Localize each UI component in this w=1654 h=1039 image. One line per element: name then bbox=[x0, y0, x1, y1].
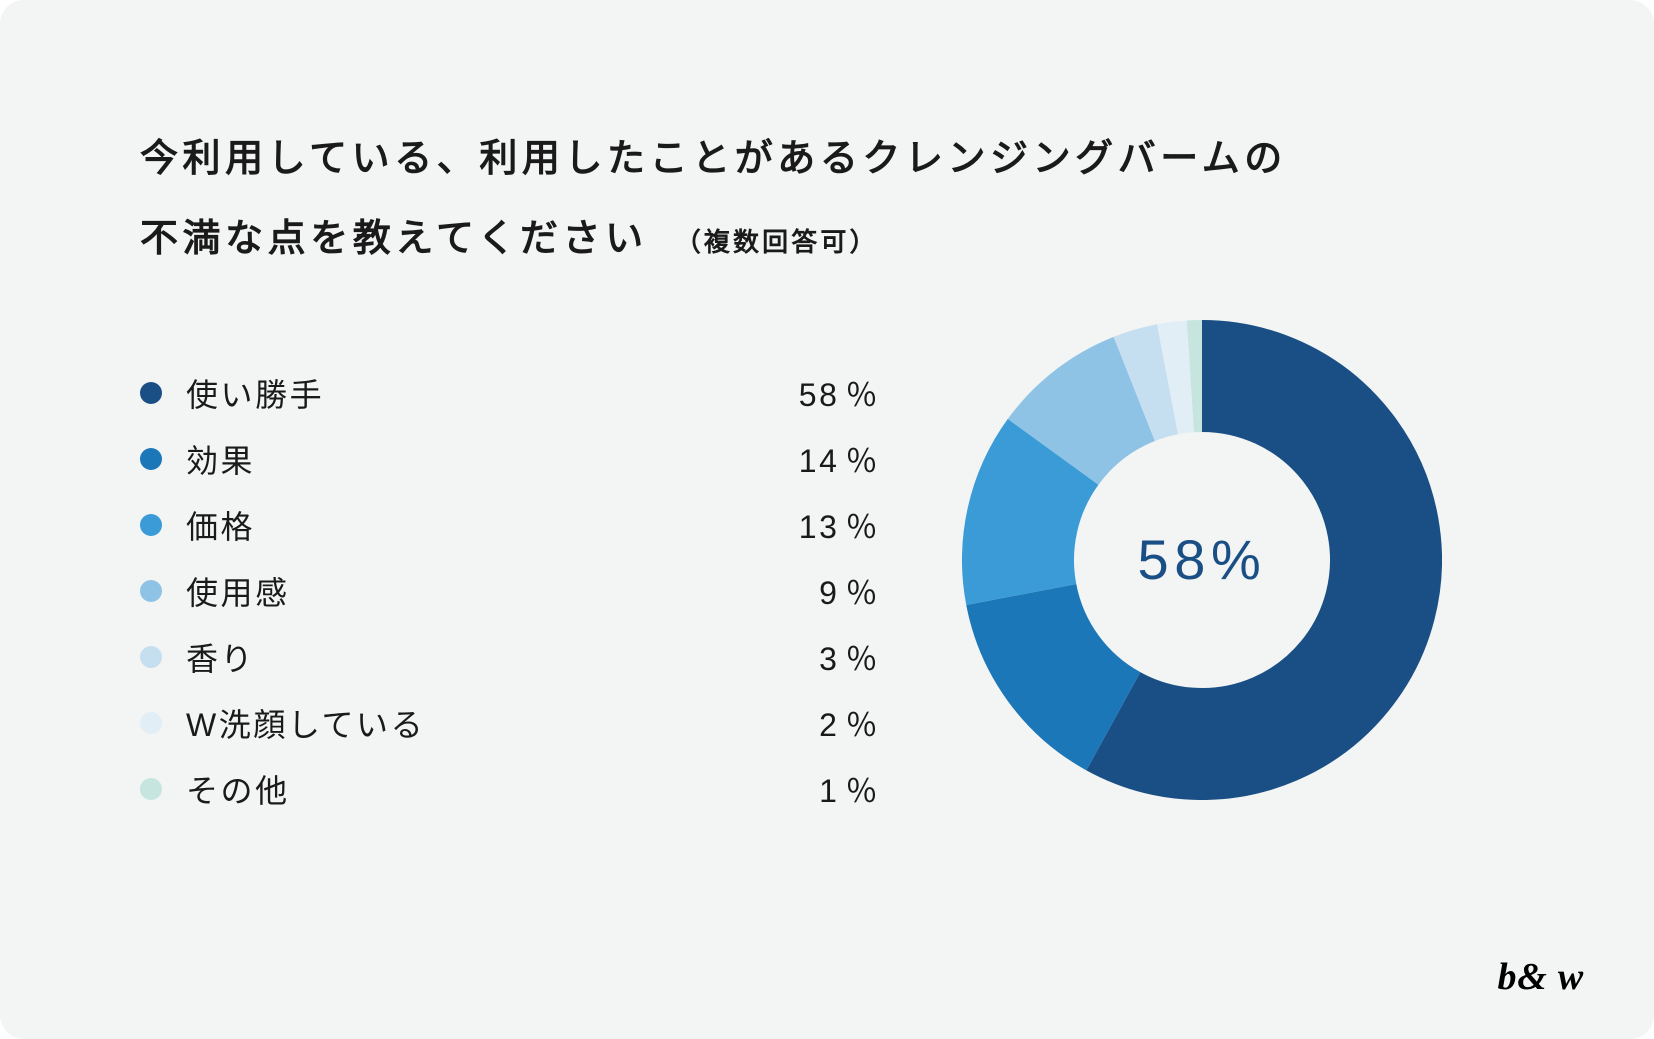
legend-row: 効果14％ bbox=[140, 426, 880, 492]
legend-color-dot bbox=[140, 778, 162, 800]
title-line-2-text: 不満な点を教えてください bbox=[140, 218, 648, 260]
legend-value: 58％ bbox=[783, 370, 880, 416]
legend-value: 3％ bbox=[783, 634, 880, 680]
donut-center-label: 58% bbox=[962, 320, 1442, 800]
legend-color-dot bbox=[140, 448, 162, 470]
title-line-1: 今利用している、利用したことがあるクレンジングバームの bbox=[140, 120, 1524, 200]
legend-label: 価格 bbox=[186, 502, 783, 548]
legend-row: 使用感9％ bbox=[140, 558, 880, 624]
legend-color-dot bbox=[140, 514, 162, 536]
legend-row: W洗顔している2％ bbox=[140, 690, 880, 756]
question-title: 今利用している、利用したことがあるクレンジングバームの 不満な点を教えてください… bbox=[140, 120, 1524, 280]
legend-label: 香り bbox=[186, 634, 783, 680]
legend-value: 9％ bbox=[783, 568, 880, 614]
brand-logo: b& w bbox=[1498, 955, 1584, 999]
legend-value: 13％ bbox=[783, 502, 880, 548]
legend-label: W洗顔している bbox=[186, 700, 783, 746]
legend-label: 効果 bbox=[186, 436, 783, 482]
title-note: （複数回答可） bbox=[675, 227, 879, 257]
infographic-card: 今利用している、利用したことがあるクレンジングバームの 不満な点を教えてください… bbox=[0, 0, 1654, 1039]
content-row: 使い勝手58％効果14％価格13％使用感9％香り3％W洗顔している2％その他1％… bbox=[140, 360, 1524, 822]
legend-value: 14％ bbox=[783, 436, 880, 482]
legend-label: その他 bbox=[186, 766, 783, 812]
legend-row: 使い勝手58％ bbox=[140, 360, 880, 426]
legend-color-dot bbox=[140, 382, 162, 404]
chart-area: 58% bbox=[880, 320, 1524, 800]
legend-label: 使い勝手 bbox=[186, 370, 783, 416]
legend-row: 香り3％ bbox=[140, 624, 880, 690]
legend-color-dot bbox=[140, 580, 162, 602]
legend-value: 2％ bbox=[783, 700, 880, 746]
legend-value: 1％ bbox=[783, 766, 880, 812]
legend-row: その他1％ bbox=[140, 756, 880, 822]
title-line-2: 不満な点を教えてください （複数回答可） bbox=[140, 200, 1524, 280]
legend-row: 価格13％ bbox=[140, 492, 880, 558]
legend: 使い勝手58％効果14％価格13％使用感9％香り3％W洗顔している2％その他1％ bbox=[140, 360, 880, 822]
legend-label: 使用感 bbox=[186, 568, 783, 614]
legend-color-dot bbox=[140, 646, 162, 668]
legend-color-dot bbox=[140, 712, 162, 734]
donut-chart: 58% bbox=[962, 320, 1442, 800]
